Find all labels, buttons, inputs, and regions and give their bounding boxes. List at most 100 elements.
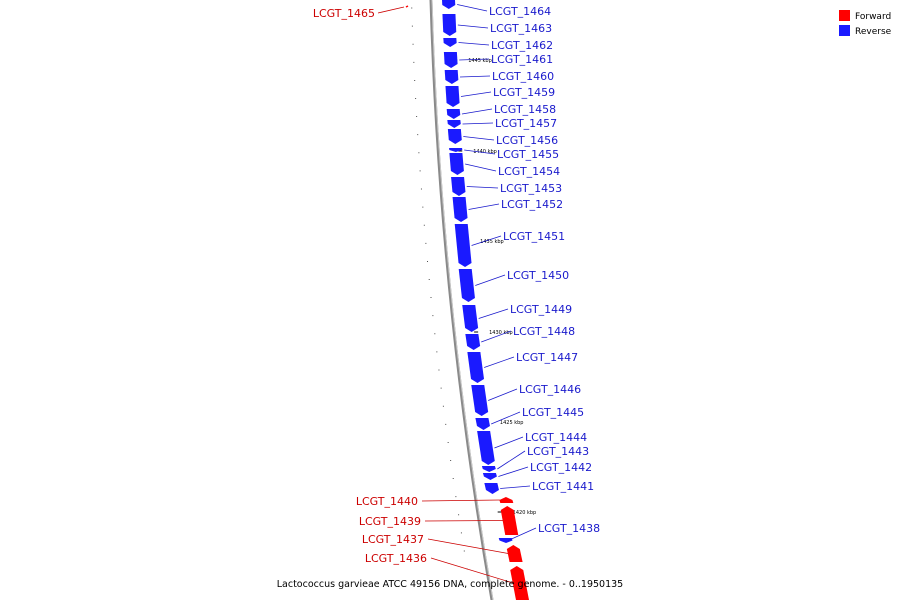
gene-lcgt-1436[interactable] xyxy=(510,566,529,600)
label-lcgt-1454[interactable]: LCGT_1454 xyxy=(498,165,560,178)
label-lcgt-1442[interactable]: LCGT_1442 xyxy=(530,461,592,474)
gene-lcgt-1439[interactable] xyxy=(500,506,519,535)
scale-tick-label: 1425 kbp xyxy=(500,420,524,426)
connector-lcgt-1438 xyxy=(507,527,537,541)
connector-lcgt-1444 xyxy=(494,436,524,449)
label-lcgt-1460[interactable]: LCGT_1460 xyxy=(492,70,554,83)
label-lcgt-1447[interactable]: LCGT_1447 xyxy=(516,351,578,364)
gene-lcgt-1438[interactable] xyxy=(498,538,513,543)
connector-lcgt-1451 xyxy=(471,235,502,246)
gene-lcgt-1455[interactable] xyxy=(449,148,463,152)
label-lcgt-1444[interactable]: LCGT_1444 xyxy=(525,431,587,444)
label-lcgt-1457[interactable]: LCGT_1457 xyxy=(495,117,557,130)
connector-lcgt-1459 xyxy=(460,91,492,97)
gene-lcgt-1444[interactable] xyxy=(477,431,495,465)
label-lcgt-1443[interactable]: LCGT_1443 xyxy=(527,445,589,458)
backbone-highlight xyxy=(431,0,494,600)
reverse-legend-label: Reverse xyxy=(855,27,892,37)
label-lcgt-1446[interactable]: LCGT_1446 xyxy=(519,383,581,396)
connector-lcgt-1454 xyxy=(465,163,497,172)
connector-lcgt-1447 xyxy=(484,356,515,368)
scale-tick-label: 1435 kbp xyxy=(480,239,504,245)
gene-lcgt-1450[interactable] xyxy=(458,269,475,302)
label-lcgt-1462[interactable]: LCGT_1462 xyxy=(491,39,553,52)
gene-lcgt-1459[interactable] xyxy=(445,86,460,107)
label-lcgt-1464[interactable]: LCGT_1464 xyxy=(489,5,551,18)
label-lcgt-1451[interactable]: LCGT_1451 xyxy=(503,230,565,243)
connector-lcgt-1448 xyxy=(481,330,512,343)
connector-lcgt-1442 xyxy=(498,466,529,477)
genome-caption: Lactococcus garvieae ATCC 49156 DNA, com… xyxy=(277,579,623,590)
label-lcgt-1450[interactable]: LCGT_1450 xyxy=(507,269,569,282)
label-lcgt-1437[interactable]: LCGT_1437 xyxy=(362,533,424,546)
gene-lcgt-1448[interactable] xyxy=(465,334,481,350)
gene-lcgt-1441[interactable] xyxy=(484,483,499,494)
connector-lcgt-1439 xyxy=(424,520,503,522)
gene-labels: LCGT_1465 LCGT_1464LCGT_1463LCGT_1462LCGT… xyxy=(313,4,600,584)
label-lcgt-1453[interactable]: LCGT_1453 xyxy=(500,182,562,195)
gene-lcgt-1437[interactable] xyxy=(506,545,523,562)
gene-lcgt-1443[interactable] xyxy=(481,466,496,472)
scale-tick-label: 1420 kbp xyxy=(513,510,537,516)
gene-lcgt-1464[interactable] xyxy=(442,0,456,9)
label-lcgt-1439[interactable]: LCGT_1439 xyxy=(359,515,421,528)
gene-lcgt-1445[interactable] xyxy=(475,418,490,430)
connector-lcgt-1465 xyxy=(377,6,405,14)
connector-lcgt-1452 xyxy=(468,203,500,210)
scale-tick-label: 1440 kbp xyxy=(473,149,497,155)
gene-features xyxy=(405,0,529,600)
label-lcgt-1448[interactable]: LCGT_1448 xyxy=(513,325,575,338)
gene-lcgt-1453[interactable] xyxy=(451,177,466,196)
gene-lcgt-1457[interactable] xyxy=(447,120,461,128)
connector-lcgt-1460 xyxy=(460,75,491,78)
label-lcgt-1445[interactable]: LCGT_1445 xyxy=(522,406,584,419)
gene-lcgt-1451[interactable] xyxy=(454,224,472,267)
connector-lcgt-1458 xyxy=(461,108,493,115)
connector-lcgt-1455 xyxy=(464,149,496,155)
gene-lcgt-1449[interactable] xyxy=(462,305,479,332)
connector-lcgt-1449 xyxy=(478,308,509,319)
gene-lcgt-1465[interactable] xyxy=(405,5,409,8)
gene-lcgt-1460[interactable] xyxy=(444,70,459,84)
connector-lcgt-1436 xyxy=(430,557,514,584)
forward-legend-label: Forward xyxy=(855,12,891,22)
gene-lcgt-1461[interactable] xyxy=(443,52,458,68)
inner-tick-marks xyxy=(411,7,468,570)
label-lcgt-1461[interactable]: LCGT_1461 xyxy=(491,53,553,66)
label-lcgt-1465[interactable]: LCGT_1465 xyxy=(313,7,375,20)
scale-tick-label: 1445 kbp xyxy=(468,58,492,64)
label-lcgt-1455[interactable]: LCGT_1455 xyxy=(497,148,559,161)
gene-lcgt-1462[interactable] xyxy=(443,38,457,47)
reverse-legend-swatch xyxy=(839,25,850,36)
genome-backbone xyxy=(429,0,494,600)
connector-lcgt-1464 xyxy=(457,4,488,12)
scale-tick-label: 1430 kbp xyxy=(489,330,513,336)
label-lcgt-1436[interactable]: LCGT_1436 xyxy=(365,552,427,565)
label-lcgt-1440[interactable]: LCGT_1440 xyxy=(356,495,418,508)
label-lcgt-1458[interactable]: LCGT_1458 xyxy=(494,103,556,116)
connector-lcgt-1441 xyxy=(500,485,531,489)
gene-lcgt-1456[interactable] xyxy=(447,129,462,144)
gene-lcgt-1442[interactable] xyxy=(482,473,497,480)
connector-lcgt-1456 xyxy=(463,136,495,141)
connector-lcgt-1445 xyxy=(491,411,521,425)
gene-lcgt-1454[interactable] xyxy=(449,153,464,175)
connector-lcgt-1437 xyxy=(427,538,509,554)
gene-lcgt-1452[interactable] xyxy=(452,197,468,222)
label-lcgt-1459[interactable]: LCGT_1459 xyxy=(493,86,555,99)
label-lcgt-1449[interactable]: LCGT_1449 xyxy=(510,303,572,316)
label-lcgt-1463[interactable]: LCGT_1463 xyxy=(490,22,552,35)
gene-lcgt-1440[interactable] xyxy=(499,497,514,503)
connector-lcgt-1440 xyxy=(421,499,500,502)
gene-lcgt-1458[interactable] xyxy=(446,109,461,119)
label-lcgt-1456[interactable]: LCGT_1456 xyxy=(496,134,558,147)
label-lcgt-1441[interactable]: LCGT_1441 xyxy=(532,480,594,493)
gene-lcgt-1463[interactable] xyxy=(442,14,457,36)
label-lcgt-1438[interactable]: LCGT_1438 xyxy=(538,522,600,535)
gene-lcgt-1446[interactable] xyxy=(471,385,489,416)
strand-legend: Forward Reverse xyxy=(839,10,892,37)
gene-lcgt-1447[interactable] xyxy=(467,352,485,383)
connector-lcgt-1461 xyxy=(459,58,490,61)
label-lcgt-1452[interactable]: LCGT_1452 xyxy=(501,198,563,211)
